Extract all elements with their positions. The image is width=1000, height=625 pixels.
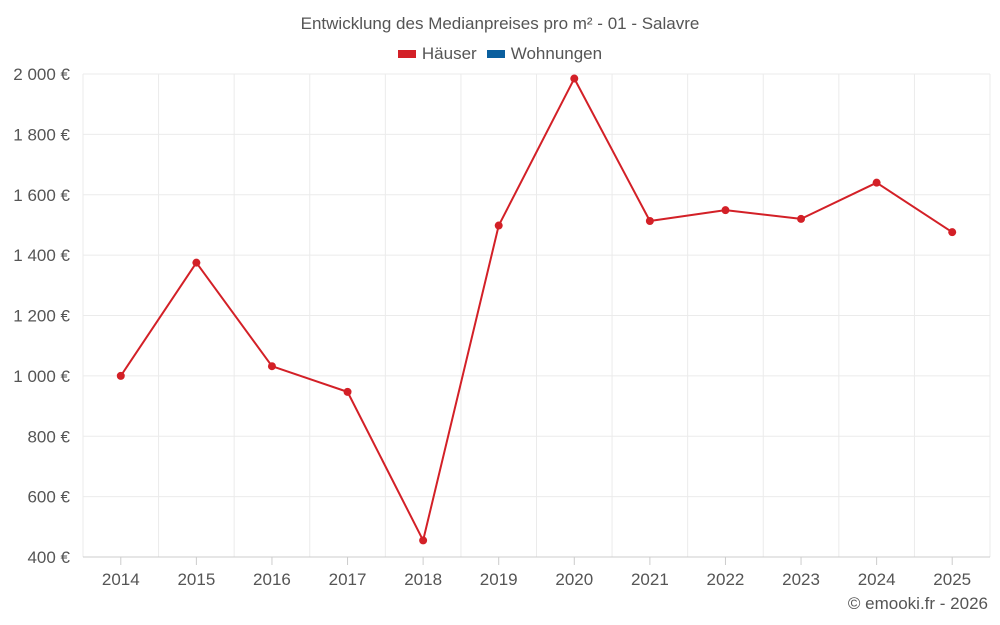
legend-label-haeuser: Häuser — [421, 44, 477, 63]
data-point — [343, 387, 352, 396]
y-tick-label: 1 000 € — [13, 367, 70, 386]
x-tick-label: 2014 — [102, 570, 140, 589]
y-tick-label: 2 000 € — [13, 65, 70, 84]
data-point — [948, 228, 957, 237]
y-tick-label: 1 400 € — [13, 246, 70, 265]
x-tick-label: 2019 — [480, 570, 518, 589]
credit-text: © emooki.fr - 2026 — [847, 594, 988, 613]
data-point — [419, 536, 428, 545]
x-tick-label: 2017 — [329, 570, 367, 589]
chart-title: Entwicklung des Medianpreises pro m² - 0… — [300, 14, 700, 33]
legend-label-wohnungen: Wohnungen — [510, 44, 603, 63]
y-tick-label: 1 800 € — [13, 125, 70, 144]
series-line-0 — [119, 77, 953, 542]
data-point — [645, 217, 654, 226]
y-tick-label: 1 200 € — [13, 307, 70, 326]
data-point — [192, 258, 201, 267]
y-tick-label: 1 600 € — [13, 186, 70, 205]
x-tick-label: 2015 — [177, 570, 215, 589]
y-tick-label: 800 € — [27, 427, 70, 446]
legend: Häuser Wohnungen — [0, 44, 1000, 64]
legend-swatch-haeuser — [397, 50, 416, 58]
y-tick-label: 600 € — [27, 488, 70, 507]
legend-item-wohnungen[interactable]: Wohnungen — [486, 44, 603, 64]
data-point — [872, 178, 881, 187]
x-tick-label: 2024 — [858, 570, 896, 589]
legend-item-haeuser[interactable]: Häuser — [397, 44, 477, 64]
x-tick-label: 2025 — [933, 570, 971, 589]
data-point — [570, 74, 579, 83]
x-tick-label: 2023 — [782, 570, 820, 589]
data-point — [116, 371, 125, 380]
data-point — [267, 362, 276, 371]
x-tick-label: 2018 — [404, 570, 442, 589]
x-tick-label: 2021 — [631, 570, 669, 589]
x-tick-label: 2020 — [555, 570, 593, 589]
legend-swatch-wohnungen — [486, 50, 505, 58]
y-tick-label: 400 € — [27, 548, 70, 567]
data-point — [797, 214, 806, 223]
data-point — [494, 221, 503, 230]
x-tick-label: 2022 — [707, 570, 745, 589]
x-tick-label: 2016 — [253, 570, 291, 589]
data-point — [721, 206, 730, 215]
